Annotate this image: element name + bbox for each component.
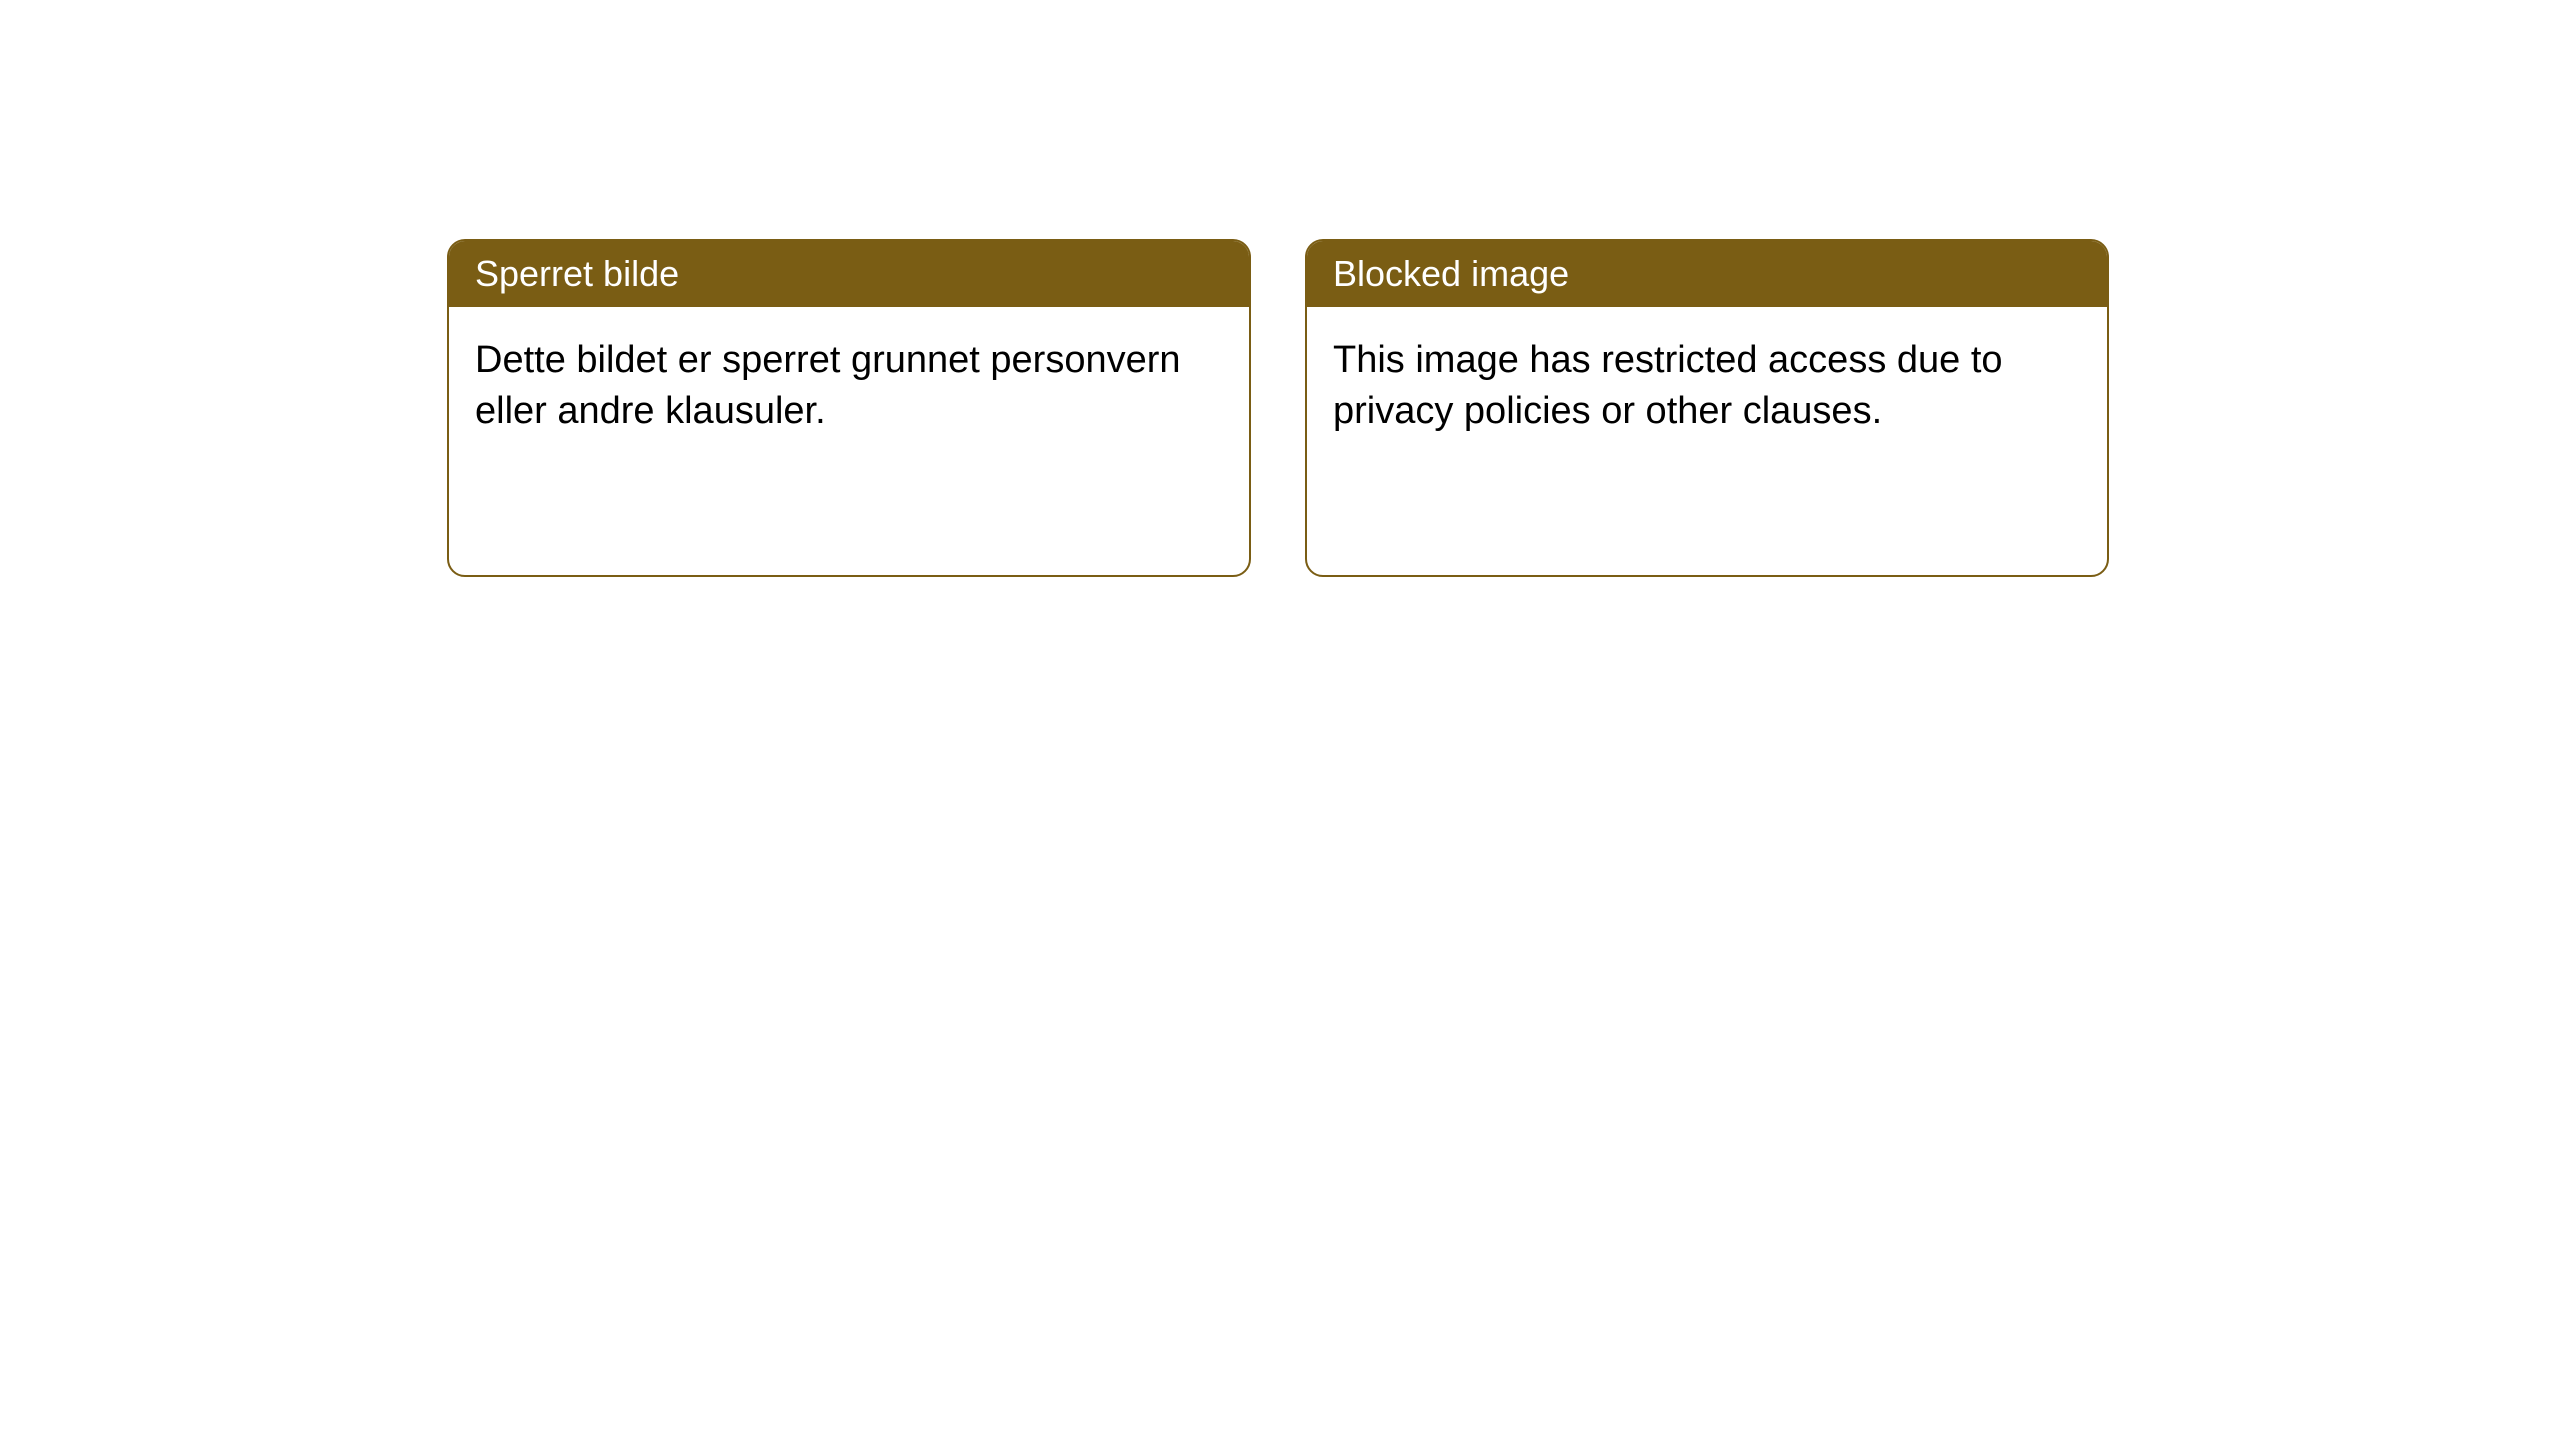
- card-title: Sperret bilde: [475, 253, 679, 294]
- card-body: This image has restricted access due to …: [1307, 307, 2107, 466]
- card-body-text: This image has restricted access due to …: [1333, 339, 2003, 432]
- message-card-english: Blocked image This image has restricted …: [1305, 239, 2109, 577]
- card-header: Blocked image: [1307, 241, 2107, 307]
- message-card-norwegian: Sperret bilde Dette bildet er sperret gr…: [447, 239, 1251, 577]
- cards-container: Sperret bilde Dette bildet er sperret gr…: [447, 239, 2109, 577]
- card-body: Dette bildet er sperret grunnet personve…: [449, 307, 1249, 466]
- card-header: Sperret bilde: [449, 241, 1249, 307]
- card-title: Blocked image: [1333, 253, 1569, 294]
- card-body-text: Dette bildet er sperret grunnet personve…: [475, 339, 1181, 432]
